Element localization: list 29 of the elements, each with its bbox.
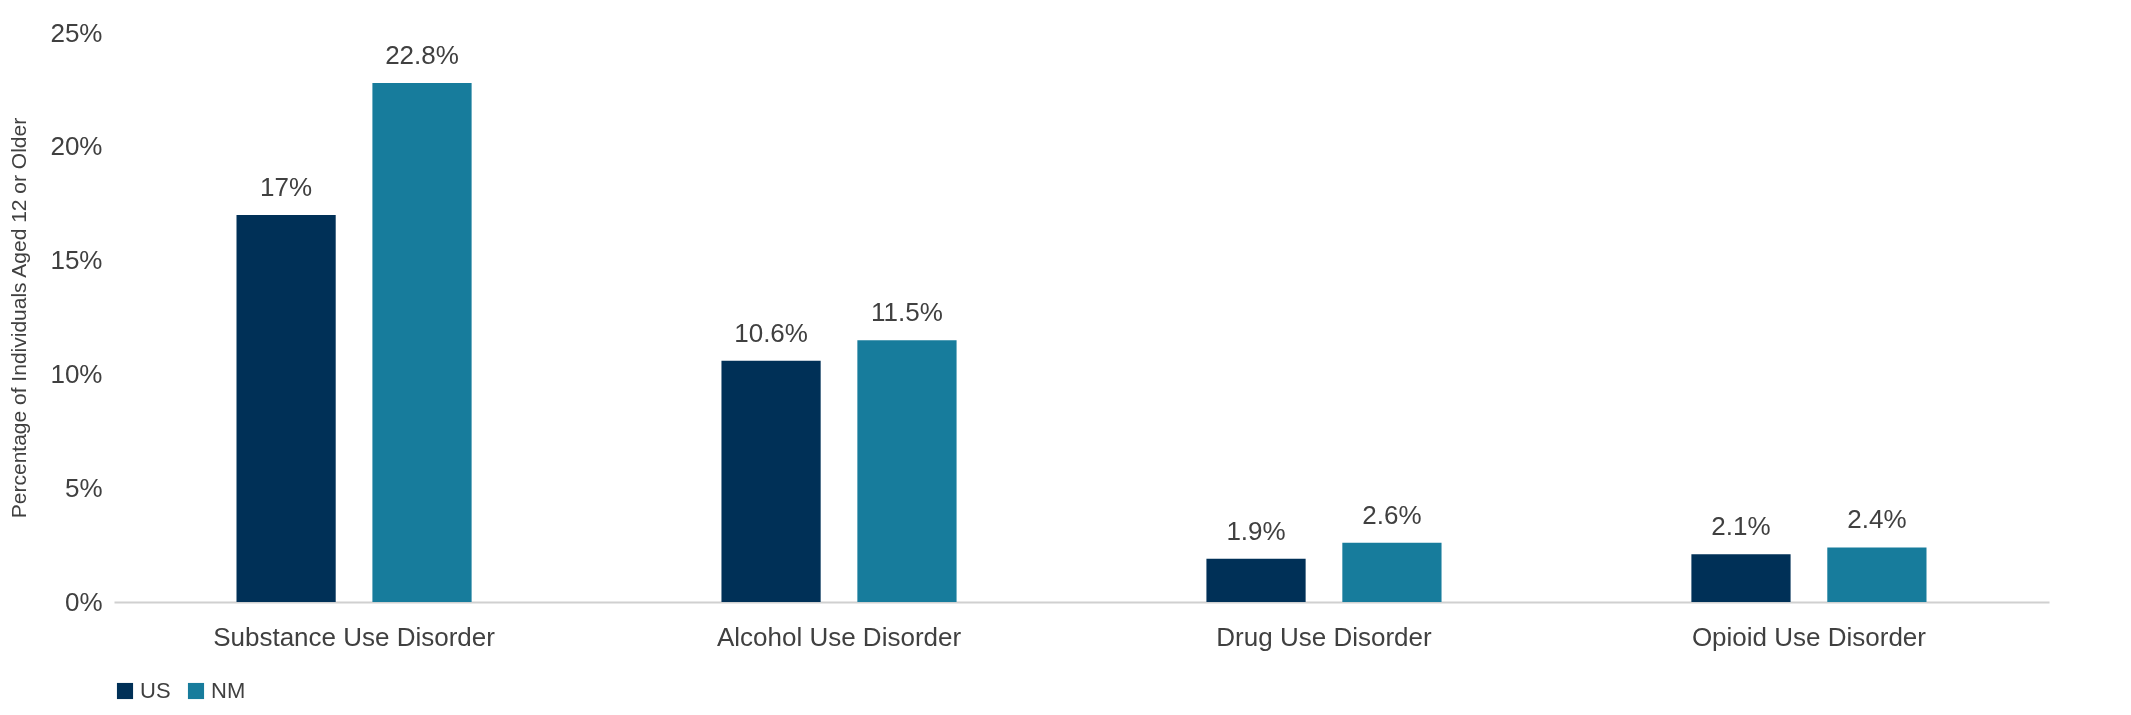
bar — [236, 215, 336, 602]
data-label: 11.5% — [871, 297, 943, 328]
y-axis-title: Percentage of Individuals Aged 12 or Older — [7, 117, 31, 519]
data-label: 10.6% — [734, 317, 808, 348]
y-tick-label: 25% — [50, 17, 103, 48]
bar — [721, 360, 821, 602]
legend-label: NM — [211, 678, 246, 703]
x-tick-label: Opioid Use Disorder — [1691, 621, 1927, 652]
x-tick-label: Alcohol Use Disorder — [716, 621, 962, 652]
bar — [1691, 554, 1791, 602]
y-tick-label: 5% — [64, 472, 103, 503]
data-label: 17% — [260, 172, 313, 203]
y-tick-label: 15% — [50, 245, 103, 276]
y-tick-label: 0% — [64, 586, 103, 617]
y-tick-label: 20% — [50, 131, 103, 162]
data-label: 2.1% — [1711, 511, 1771, 542]
bar — [1827, 547, 1927, 602]
y-tick-label: 10% — [50, 358, 103, 389]
data-label: 22.8% — [385, 40, 459, 71]
legend-label: US — [140, 678, 171, 703]
x-tick-label: Substance Use Disorder — [213, 621, 496, 652]
bar — [1342, 542, 1442, 602]
bar — [1206, 558, 1306, 602]
x-tick-label: Drug Use Disorder — [1216, 621, 1432, 652]
data-label: 2.6% — [1362, 499, 1422, 530]
data-label: 2.4% — [1847, 504, 1907, 535]
bar — [372, 83, 472, 602]
bar — [857, 340, 957, 602]
data-label: 1.9% — [1226, 515, 1286, 546]
